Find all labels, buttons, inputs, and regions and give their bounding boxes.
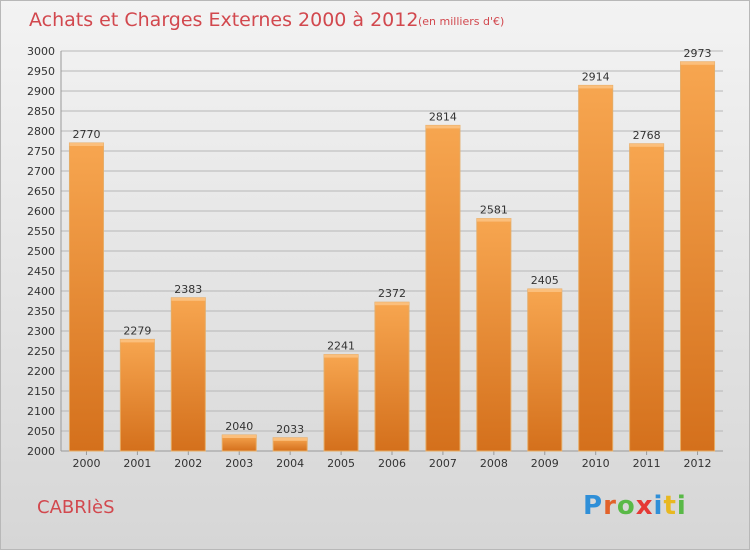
bars <box>68 61 716 452</box>
logo-letter: r <box>603 491 617 521</box>
y-tick-label: 2400 <box>27 285 55 298</box>
bar-top-highlight <box>324 354 359 358</box>
bar[interactable] <box>680 61 716 452</box>
bar-top-highlight <box>629 143 664 147</box>
y-tick-label: 2450 <box>27 265 55 278</box>
data-label: 2768 <box>633 129 661 142</box>
logo-letter: x <box>635 491 654 521</box>
y-tick-label: 2700 <box>27 165 55 178</box>
bar-top-highlight <box>120 339 155 343</box>
bar-top-highlight <box>578 85 613 89</box>
proxiti-logo[interactable]: Proxiti <box>583 491 687 521</box>
data-label: 2581 <box>480 204 508 217</box>
x-tick-label: 2008 <box>480 457 508 470</box>
bar-top-highlight <box>527 289 562 292</box>
x-tick-label: 2004 <box>276 457 304 470</box>
logo-letter: i <box>653 491 664 521</box>
bar-top-highlight <box>476 218 511 222</box>
bar[interactable] <box>476 218 512 452</box>
bar[interactable] <box>68 142 104 452</box>
y-tick-label: 2300 <box>27 325 55 338</box>
y-tick-label: 2600 <box>27 205 55 218</box>
data-label: 2973 <box>684 47 712 60</box>
bar-top-highlight <box>680 61 715 65</box>
bar[interactable] <box>374 301 410 452</box>
y-tick-label: 2750 <box>27 145 55 158</box>
x-tick-label: 2005 <box>327 457 355 470</box>
y-tick-label: 2000 <box>27 445 55 458</box>
data-label: 2033 <box>276 423 304 436</box>
bar[interactable] <box>629 143 665 452</box>
data-label: 2040 <box>225 420 253 433</box>
data-label: 2279 <box>123 324 151 337</box>
x-tick-label: 2002 <box>174 457 202 470</box>
bar[interactable] <box>425 124 461 452</box>
bar-top-highlight <box>69 143 104 146</box>
bar[interactable] <box>119 338 155 452</box>
bar-top-highlight <box>375 302 409 306</box>
data-label: 2383 <box>174 283 202 296</box>
y-tick-label: 3000 <box>27 45 55 58</box>
x-tick-label: 2007 <box>429 457 457 470</box>
x-tick-label: 2012 <box>684 457 712 470</box>
bar-top-highlight <box>171 297 206 301</box>
bar[interactable] <box>323 354 359 452</box>
y-tick-label: 2100 <box>27 405 55 418</box>
x-tick-label: 2010 <box>582 457 610 470</box>
chart-title: Achats et Charges Externes 2000 à 2012 <box>29 9 419 31</box>
data-label: 2372 <box>378 287 406 300</box>
logo-letter: t <box>663 491 677 521</box>
x-tick-label: 2003 <box>225 457 253 470</box>
bar[interactable] <box>527 288 563 452</box>
bar[interactable] <box>170 297 206 452</box>
y-tick-label: 2250 <box>27 345 55 358</box>
x-tick-label: 2006 <box>378 457 406 470</box>
bar[interactable] <box>578 84 614 452</box>
data-label: 2914 <box>582 70 610 83</box>
y-tick-label: 2900 <box>27 85 55 98</box>
x-tick-label: 2009 <box>531 457 559 470</box>
data-label: 2241 <box>327 340 355 353</box>
y-tick-label: 2850 <box>27 105 55 118</box>
data-label: 2814 <box>429 110 457 123</box>
y-tick-label: 2150 <box>27 385 55 398</box>
x-tick-label: 2001 <box>123 457 151 470</box>
y-tick-label: 2550 <box>27 225 55 238</box>
data-label: 2405 <box>531 274 559 287</box>
logo-letter: i <box>676 491 687 521</box>
logo-letter: P <box>583 491 604 521</box>
axes: 2000 2050 2100 2150 2200 2250 2300 2350 2400 2450… <box>27 45 723 470</box>
bar-top-highlight <box>222 435 257 438</box>
x-tick-label: 2000 <box>72 457 100 470</box>
x-tick-label: 2011 <box>633 457 661 470</box>
y-tick-label: 2800 <box>27 125 55 138</box>
data-label: 2770 <box>72 128 100 141</box>
y-tick-label: 2650 <box>27 185 55 198</box>
data-labels: 2770 2279 2383 2040 2033 2241 2372 2814 2581 2405… <box>72 47 711 436</box>
y-tick-label: 2050 <box>27 425 55 438</box>
place-name: CABRIèS <box>37 497 115 518</box>
chart-subtitle: (en milliers d'€) <box>418 15 505 28</box>
y-tick-label: 2950 <box>27 65 55 78</box>
y-tick-label: 2500 <box>27 245 55 258</box>
bar-top-highlight <box>273 437 308 441</box>
y-tick-label: 2350 <box>27 305 55 318</box>
y-tick-label: 2200 <box>27 365 55 378</box>
logo-letter: o <box>616 491 636 521</box>
bar-top-highlight <box>425 125 460 129</box>
